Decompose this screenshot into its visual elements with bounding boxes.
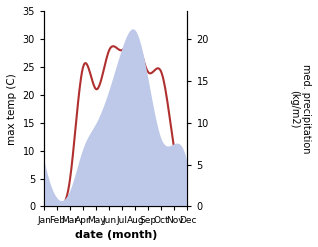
X-axis label: date (month): date (month) [75, 230, 157, 240]
Y-axis label: med. precipitation
(kg/m2): med. precipitation (kg/m2) [289, 64, 311, 153]
Y-axis label: max temp (C): max temp (C) [7, 73, 17, 144]
